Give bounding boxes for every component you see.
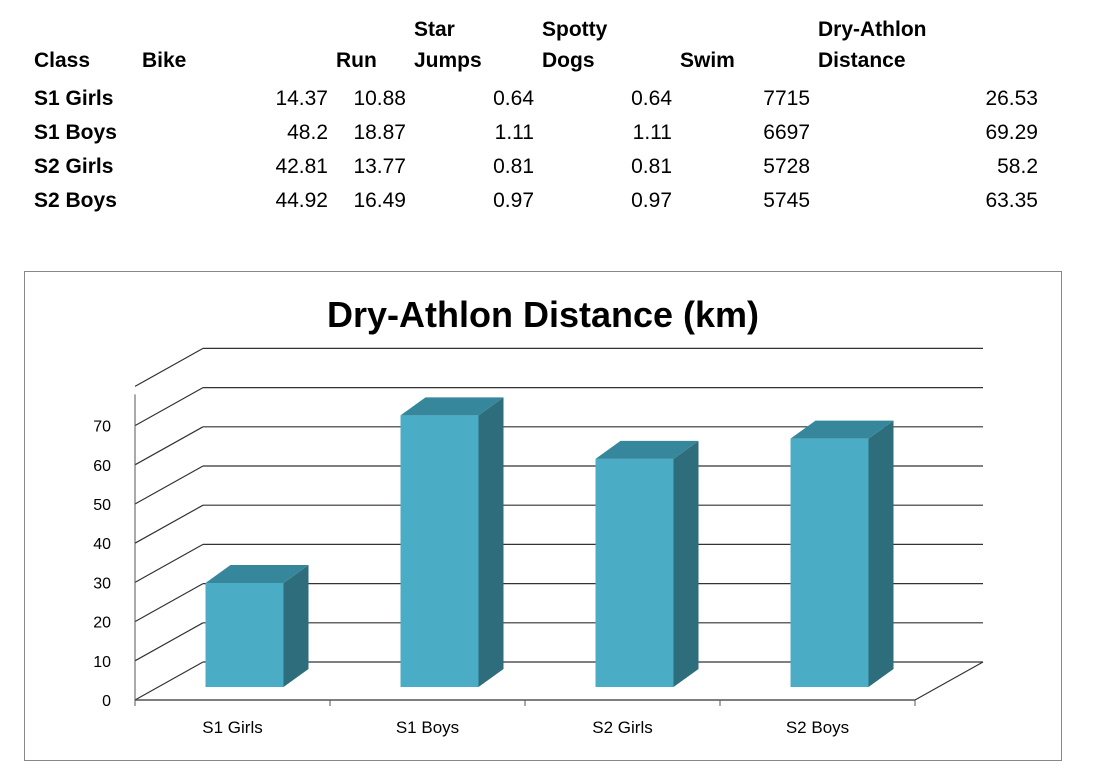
y-tick-label: 70 xyxy=(93,419,111,436)
cell-swim: 5745 xyxy=(763,189,810,212)
bar-top xyxy=(400,397,504,416)
cell-class: S2 Girls xyxy=(34,155,114,178)
table-row: S1 Girls 14.37 10.88 0.64 0.64 7715 26.5… xyxy=(30,82,1042,116)
cell-distance: 69.29 xyxy=(985,121,1038,144)
cell-class: S1 Boys xyxy=(34,121,117,144)
gridline-side xyxy=(134,465,204,505)
cell-star-jumps: 1.11 xyxy=(494,121,534,144)
cell-run: 16.49 xyxy=(353,189,406,212)
header-bike: Bike xyxy=(142,49,187,72)
chart-area: Dry-Athlon Distance (km) 0 10 20 30 40 50 60 70… xyxy=(24,271,1062,761)
cell-distance: 58.2 xyxy=(997,155,1038,178)
cell-spotty-dogs: 0.64 xyxy=(631,87,672,110)
gridline-side xyxy=(134,426,204,466)
header-class: Class xyxy=(34,49,91,72)
header-swim: Swim xyxy=(680,49,735,72)
gridline-side xyxy=(134,661,204,701)
y-tick-label: 10 xyxy=(93,654,111,671)
bar xyxy=(790,438,869,687)
cell-class: S1 Girls xyxy=(34,87,114,110)
cell-bike: 44.92 xyxy=(275,189,328,212)
header-run: Run xyxy=(336,49,377,72)
header-distance: Dry-Athlon Distance xyxy=(818,18,927,72)
cell-distance: 26.53 xyxy=(985,87,1038,110)
cell-spotty-dogs: 0.81 xyxy=(631,155,672,178)
chart-plot: 0 10 20 30 40 50 60 70 S1 Girls S1 Boys S2 Girls S2… xyxy=(93,347,984,737)
header-spotty-dogs: Spotty Dogs xyxy=(542,18,608,72)
cell-spotty-dogs: 1.11 xyxy=(632,121,672,144)
table-row: S1 Boys 48.2 18.87 1.11 1.11 6697 69.29 xyxy=(30,116,1042,150)
bar xyxy=(595,458,674,687)
gridline-side xyxy=(134,504,204,544)
cell-swim: 7715 xyxy=(763,87,810,110)
cell-run: 13.77 xyxy=(353,155,406,178)
gridline-side xyxy=(134,543,204,583)
y-tick-label: 0 xyxy=(102,693,111,710)
cell-swim: 5728 xyxy=(763,155,810,178)
x-tick-label: S1 Boys xyxy=(396,718,459,737)
gridline-side xyxy=(134,347,204,387)
gridline-side xyxy=(134,583,204,623)
x-tick-label: S2 Girls xyxy=(592,718,652,737)
x-tick-label: S1 Girls xyxy=(202,718,262,737)
cell-star-jumps: 0.64 xyxy=(493,87,534,110)
y-tick-label: 40 xyxy=(93,536,111,553)
bar-side xyxy=(478,397,504,687)
cell-bike: 14.37 xyxy=(275,87,328,110)
bar-side xyxy=(283,565,309,687)
y-tick-label: 50 xyxy=(93,497,111,514)
y-tick-label: 60 xyxy=(93,458,111,475)
gridline-side xyxy=(134,387,204,427)
bar-top xyxy=(595,440,699,459)
table-row: S2 Girls 42.81 13.77 0.81 0.81 5728 58.2 xyxy=(30,150,1042,184)
y-tick-label: 30 xyxy=(93,575,111,592)
bar xyxy=(205,583,284,687)
x-tick-label: S2 Boys xyxy=(786,718,849,737)
bar-top xyxy=(205,565,309,584)
y-tick-label: 20 xyxy=(93,615,111,632)
bar-side xyxy=(673,440,699,687)
bar-top xyxy=(790,420,894,439)
bar-side xyxy=(868,420,894,687)
cell-spotty-dogs: 0.97 xyxy=(631,189,672,212)
floor-right-edge xyxy=(914,661,984,701)
table-row: S2 Boys 44.92 16.49 0.97 0.97 5745 63.35 xyxy=(30,184,1042,218)
cell-bike: 42.81 xyxy=(275,155,328,178)
cell-class: S2 Boys xyxy=(34,189,117,212)
cell-distance: 63.35 xyxy=(985,189,1038,212)
cell-bike: 48.2 xyxy=(287,121,328,144)
bar xyxy=(400,415,479,687)
cell-run: 10.88 xyxy=(353,87,406,110)
header-star-jumps: Star Jumps xyxy=(414,18,482,72)
header-row: Class Bike Run Star Jumps Spotty Dogs Sw… xyxy=(30,14,1042,82)
chart-title: Dry-Athlon Distance (km) xyxy=(326,294,760,335)
data-table: Class Bike Run Star Jumps Spotty Dogs Sw… xyxy=(30,14,1042,218)
cell-star-jumps: 0.97 xyxy=(493,189,534,212)
cell-star-jumps: 0.81 xyxy=(493,155,534,178)
cell-swim: 6697 xyxy=(763,121,810,144)
cell-run: 18.87 xyxy=(353,121,406,144)
gridline-side xyxy=(134,622,204,662)
